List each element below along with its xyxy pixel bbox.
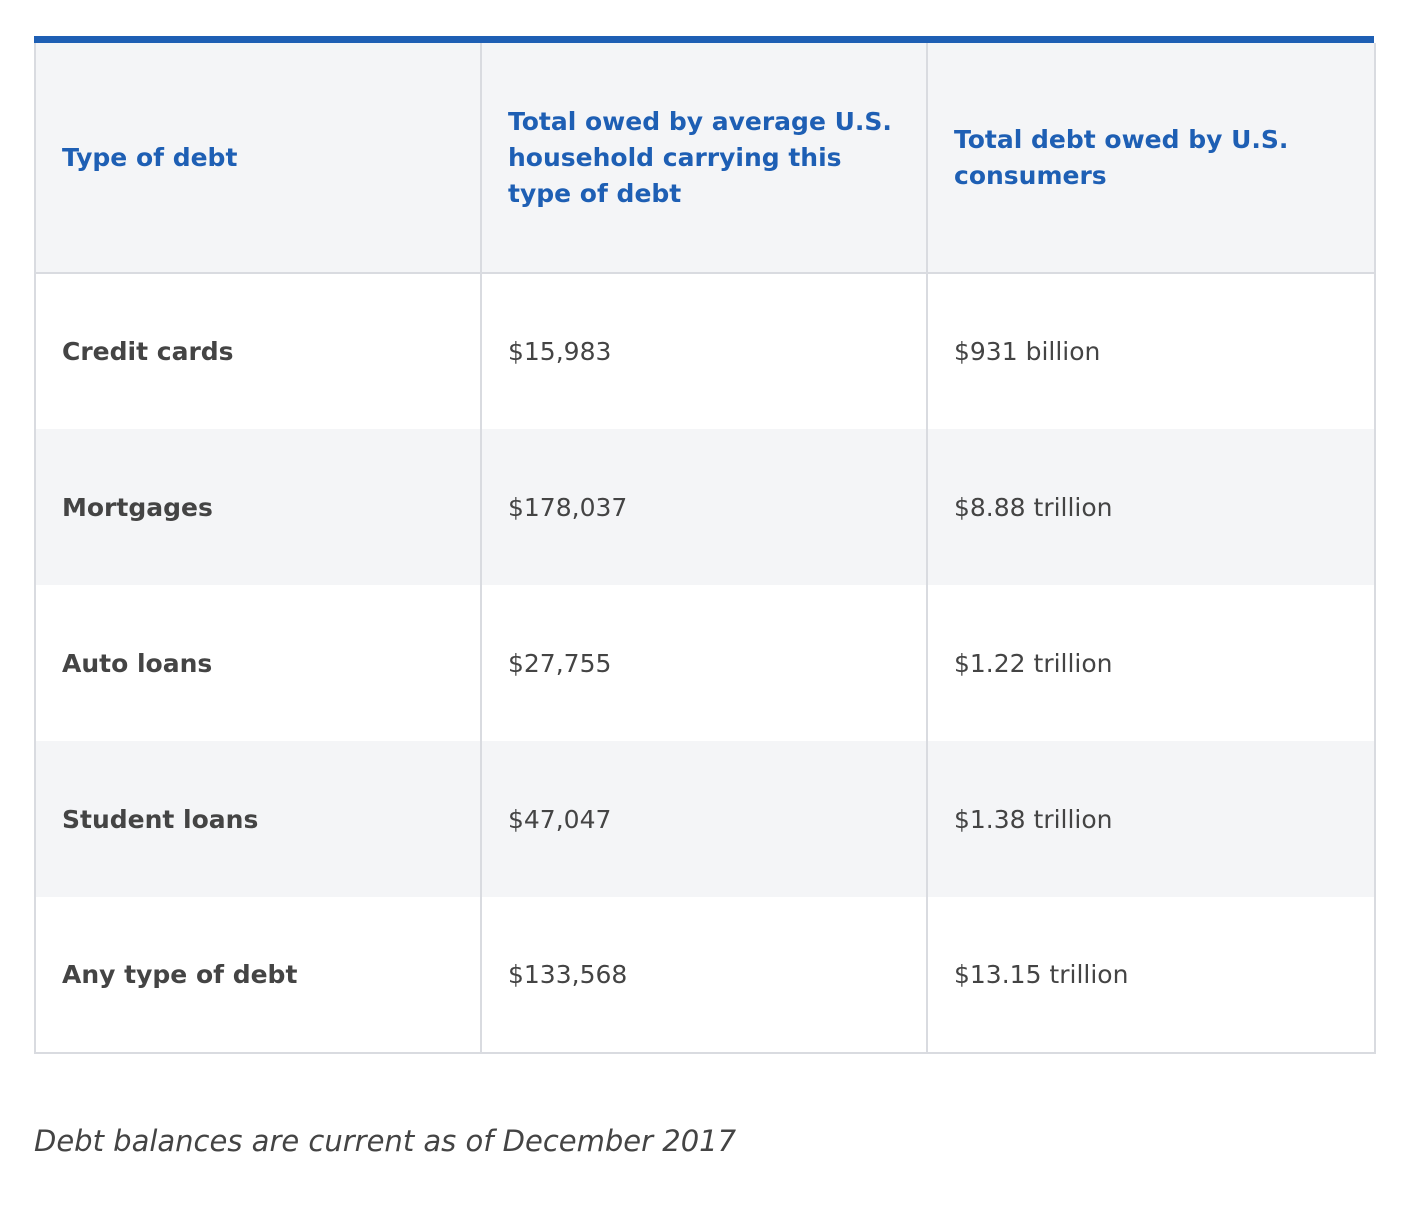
- table-row: Mortgages $178,037 $8.88 trillion: [34, 429, 1376, 585]
- debt-type-cell: Any type of debt: [34, 897, 482, 1054]
- header-consumer-total: Total debt owed by U.S. consumers: [926, 43, 1376, 274]
- household-total-cell: $27,755: [480, 585, 928, 741]
- consumer-total-cell: $8.88 trillion: [926, 429, 1376, 585]
- consumer-total-cell: $931 billion: [926, 273, 1376, 429]
- header-household-total: Total owed by average U.S. household car…: [480, 43, 928, 274]
- debt-type-cell: Student loans: [34, 741, 482, 897]
- header-row: Type of debt Total owed by average U.S. …: [34, 43, 1376, 274]
- debt-table-container: Type of debt Total owed by average U.S. …: [34, 36, 1376, 1054]
- table-row: Credit cards $15,983 $931 billion: [34, 273, 1376, 429]
- table-body: Credit cards $15,983 $931 billion Mortga…: [34, 273, 1376, 1054]
- table-row: Auto loans $27,755 $1.22 trillion: [34, 585, 1376, 741]
- consumer-total-cell: $1.22 trillion: [926, 585, 1376, 741]
- household-total-cell: $47,047: [480, 741, 928, 897]
- debt-type-cell: Mortgages: [34, 429, 482, 585]
- household-total-cell: $133,568: [480, 897, 928, 1054]
- header-type-of-debt: Type of debt: [34, 43, 482, 274]
- debt-table: Type of debt Total owed by average U.S. …: [34, 43, 1376, 1054]
- footnote: Debt balances are current as of December…: [34, 1124, 737, 1158]
- table-header: Type of debt Total owed by average U.S. …: [34, 43, 1376, 274]
- table-row: Student loans $47,047 $1.38 trillion: [34, 741, 1376, 897]
- household-total-cell: $15,983: [480, 273, 928, 429]
- consumer-total-cell: $1.38 trillion: [926, 741, 1376, 897]
- table-row: Any type of debt $133,568 $13.15 trillio…: [34, 897, 1376, 1054]
- debt-type-cell: Credit cards: [34, 273, 482, 429]
- household-total-cell: $178,037: [480, 429, 928, 585]
- consumer-total-cell: $13.15 trillion: [926, 897, 1376, 1054]
- debt-type-cell: Auto loans: [34, 585, 482, 741]
